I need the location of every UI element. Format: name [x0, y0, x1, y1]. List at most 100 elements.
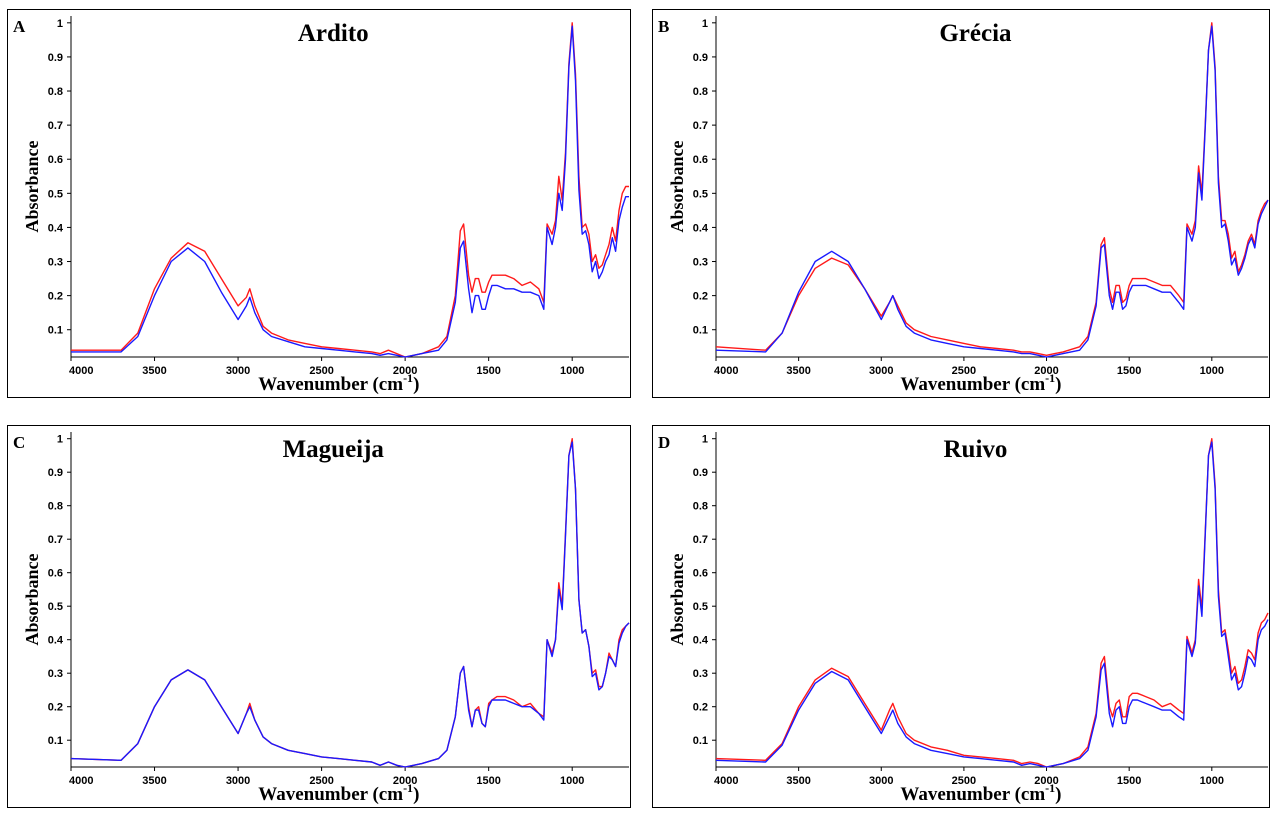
y-tick-label: 0.5 — [693, 188, 708, 200]
y-tick-label: 0.5 — [48, 601, 63, 613]
panel-letter: C — [13, 433, 25, 452]
x-tick-label: 2500 — [952, 365, 976, 377]
y-axis-label: Absorbance — [22, 553, 42, 645]
y-tick-label: 1 — [57, 18, 63, 30]
x-tick-label: 3000 — [226, 775, 250, 787]
x-tick-label: 1500 — [476, 775, 500, 787]
x-tick-label: 1500 — [1117, 365, 1141, 377]
y-tick-label: 0.3 — [48, 257, 63, 269]
x-tick-label: 3500 — [142, 775, 166, 787]
y-tick-label: 0.4 — [48, 635, 64, 647]
x-tick-label: 1000 — [1200, 365, 1224, 377]
x-tick-label: 1000 — [1200, 775, 1224, 787]
series-red-line — [70, 437, 630, 768]
x-tick-label: 2000 — [1034, 365, 1058, 377]
spectrum-chart: 0.1 0.2 0.3 0.4 0.5 0.6 0.7 0.8 0.9 1 4000 3500 3000… — [658, 432, 1269, 805]
y-tick-label: 0.1 — [48, 735, 63, 747]
spectrum-chart: 0.1 0.2 0.3 0.4 0.5 0.6 0.7 0.8 0.9 1 4000 3500 3000… — [13, 432, 630, 805]
y-tick-label: 0.2 — [693, 702, 708, 714]
chart-panel-a: 0.1 0.2 0.3 0.4 0.5 0.6 0.7 0.8 0.9 1 4000 3500 3000… — [7, 9, 631, 398]
chart-panel-d: 0.1 0.2 0.3 0.4 0.5 0.6 0.7 0.8 0.9 1 4000 3500 3000… — [652, 425, 1270, 808]
panel-letter: A — [13, 17, 26, 36]
y-axis-label: Absorbance — [22, 140, 42, 232]
x-tick-label: 3500 — [786, 775, 810, 787]
series-blue-line — [70, 441, 630, 768]
x-axis-label: Wavenumber (cm-1) — [258, 781, 419, 805]
x-tick-label: 2000 — [1034, 775, 1058, 787]
x-tick-label: 1500 — [1117, 775, 1141, 787]
chart-title: Magueija — [283, 436, 385, 463]
y-tick-label: 0.2 — [693, 291, 708, 303]
y-tick-label: 0.6 — [693, 568, 708, 580]
y-tick-label: 0.4 — [48, 222, 64, 234]
x-tick-label: 3500 — [786, 365, 810, 377]
y-tick-label: 0.6 — [48, 154, 63, 166]
y-tick-label: 0.9 — [48, 52, 63, 64]
y-tick-label: 1 — [702, 18, 708, 30]
x-axis-label: Wavenumber (cm-1) — [900, 781, 1061, 805]
y-tick-label: 1 — [57, 434, 63, 446]
y-tick-label: 0.2 — [48, 702, 63, 714]
y-tick-label: 0.1 — [693, 325, 708, 337]
y-tick-label: 0.3 — [48, 668, 63, 680]
y-tick-label: 0.4 — [693, 635, 709, 647]
series-blue-line — [71, 25, 629, 358]
y-tick-label: 0.7 — [693, 534, 708, 546]
series-red-line — [715, 22, 1269, 356]
series-red-line — [715, 437, 1269, 768]
x-tick-label: 3000 — [869, 775, 893, 787]
y-tick-label: 0.3 — [693, 668, 708, 680]
chart-title: Ruivo — [943, 436, 1007, 463]
series-blue-line — [715, 25, 1269, 358]
x-tick-label: 3000 — [226, 365, 250, 377]
panel-letter: D — [658, 433, 670, 452]
x-tick-label: 1000 — [560, 775, 584, 787]
y-tick-label: 0.8 — [48, 86, 63, 98]
series-blue-line — [715, 441, 1269, 768]
x-tick-label: 1000 — [560, 365, 584, 377]
y-tick-label: 0.8 — [48, 501, 63, 513]
x-tick-label: 2500 — [952, 775, 976, 787]
x-tick-label: 4000 — [69, 775, 93, 787]
x-tick-label: 3500 — [142, 365, 166, 377]
chart-title: Ardito — [298, 20, 369, 47]
x-tick-label: 2000 — [393, 365, 417, 377]
series-red-line — [71, 22, 629, 358]
chart-panel-c: 0.1 0.2 0.3 0.4 0.5 0.6 0.7 0.8 0.9 1 4000 3500 3000… — [7, 425, 631, 808]
y-tick-label: 0.6 — [693, 154, 708, 166]
y-tick-label: 0.1 — [48, 325, 63, 337]
spectrum-chart: 0.1 0.2 0.3 0.4 0.5 0.6 0.7 0.8 0.9 1 4000 3500 3000… — [13, 16, 629, 395]
y-axis-label: Absorbance — [667, 140, 687, 232]
y-tick-label: 0.9 — [48, 467, 63, 479]
x-tick-label: 4000 — [69, 365, 93, 377]
x-tick-label: 1500 — [476, 365, 500, 377]
x-tick-label: 4000 — [714, 775, 738, 787]
y-tick-label: 0.3 — [693, 257, 708, 269]
y-tick-label: 0.6 — [48, 568, 63, 580]
y-tick-label: 0.5 — [48, 188, 63, 200]
chart-panel-b: 0.1 0.2 0.3 0.4 0.5 0.6 0.7 0.8 0.9 1 4000 3500 3000… — [652, 9, 1270, 398]
chart-title: Grécia — [939, 20, 1012, 47]
y-tick-label: 0.4 — [693, 222, 709, 234]
x-tick-label: 2000 — [393, 775, 417, 787]
x-tick-label: 2500 — [309, 365, 333, 377]
y-axis-label: Absorbance — [667, 553, 687, 645]
x-tick-label: 2500 — [309, 775, 333, 787]
x-tick-label: 3000 — [869, 365, 893, 377]
y-tick-label: 0.9 — [693, 52, 708, 64]
y-tick-label: 0.2 — [48, 291, 63, 303]
y-tick-label: 0.7 — [48, 120, 63, 132]
y-tick-label: 0.9 — [693, 467, 708, 479]
x-axis-label: Wavenumber (cm-1) — [258, 371, 419, 395]
y-tick-label: 0.7 — [693, 120, 708, 132]
y-tick-label: 0.8 — [693, 501, 708, 513]
y-tick-label: 1 — [702, 434, 708, 446]
y-tick-label: 0.5 — [693, 601, 708, 613]
y-tick-label: 0.1 — [693, 735, 708, 747]
panel-letter: B — [658, 17, 669, 36]
spectrum-chart: 0.1 0.2 0.3 0.4 0.5 0.6 0.7 0.8 0.9 1 4000 3500 3000… — [658, 16, 1269, 395]
x-axis-label: Wavenumber (cm-1) — [900, 371, 1061, 395]
x-tick-label: 4000 — [714, 365, 738, 377]
y-tick-label: 0.7 — [48, 534, 63, 546]
y-tick-label: 0.8 — [693, 86, 708, 98]
